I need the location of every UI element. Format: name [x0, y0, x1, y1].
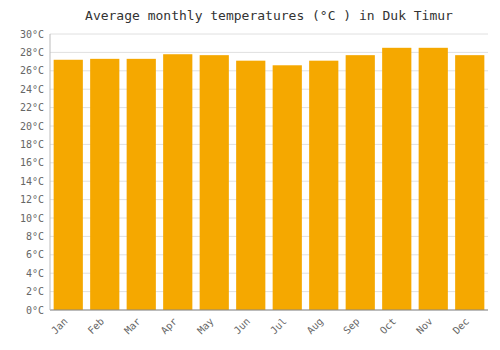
grid-line [50, 310, 488, 311]
title: Average monthly temperatures (°C ) in Du… [85, 8, 453, 23]
x-tick-label: Nov [414, 316, 435, 337]
x-tick-label: Feb [86, 316, 107, 337]
x-axis-line [50, 310, 488, 311]
y-tick-label: 14°C [20, 176, 44, 187]
y-tick-label: 0°C [26, 305, 44, 316]
y-tick-label: 22°C [20, 102, 44, 113]
grid-line [50, 34, 488, 35]
bar [90, 59, 119, 310]
bar [236, 61, 265, 310]
y-tick-label: 20°C [20, 121, 44, 132]
y-tick-label: 16°C [20, 157, 44, 168]
x-tick-label: Jan [49, 316, 70, 337]
y-tick-label: 6°C [26, 249, 44, 260]
bars [54, 48, 485, 310]
x-tick-label: Jul [268, 316, 289, 337]
x-tick-label: May [195, 316, 216, 337]
x-tick-label: Oct [378, 316, 399, 337]
y-tick-label: 12°C [20, 194, 44, 205]
y-tick-label: 4°C [26, 268, 44, 279]
y-tick-label: 28°C [20, 47, 44, 58]
y-tick-label: 10°C [20, 213, 44, 224]
bar [419, 48, 448, 310]
x-tick-label: Aug [305, 316, 326, 337]
grid [50, 34, 488, 310]
x-tick-label: Mar [122, 316, 143, 337]
y-tick-label: 24°C [20, 84, 44, 95]
y-tick-label: 26°C [20, 65, 44, 76]
y-axis-line [50, 34, 51, 310]
chart: 0°C 2°C 4°C 6°C 8°C 10°C 12°C 14°C 16°C 18°C 20°C 2… [0, 0, 500, 350]
bar [309, 61, 338, 310]
x-tick-label: Dec [451, 316, 472, 337]
bar [455, 55, 484, 310]
y-tick-label: 8°C [26, 231, 44, 242]
bar [382, 48, 411, 310]
bar [54, 60, 83, 310]
bar [273, 65, 302, 310]
bar [200, 55, 229, 310]
x-tick-label: Jun [232, 316, 253, 337]
x-tick-label: Apr [159, 316, 180, 337]
bar [346, 55, 375, 310]
y-tick-label: 30°C [20, 29, 44, 40]
y-tick-label: 18°C [20, 139, 44, 150]
y-tick-label: 2°C [26, 286, 44, 297]
bar [127, 59, 156, 310]
x-tick-label: Sep [341, 316, 362, 337]
bar [163, 54, 192, 310]
